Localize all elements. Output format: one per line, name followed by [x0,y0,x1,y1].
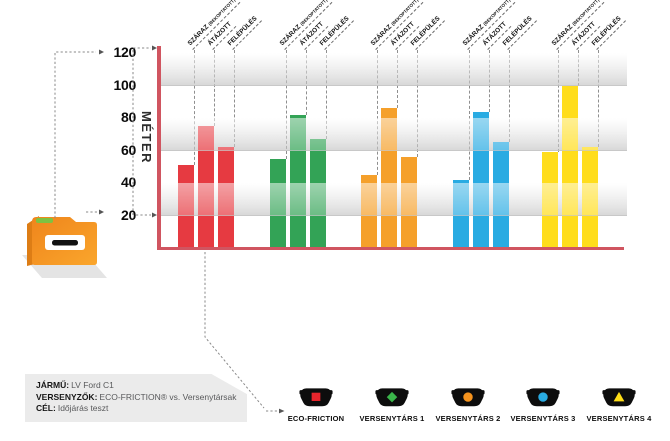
bar [217,147,234,248]
info-label: JÁRMŰ: [36,380,70,390]
label-drop-line [377,50,378,175]
label-drop-line [577,50,579,86]
x-axis-line [157,247,624,250]
bar [561,85,578,248]
label-drop-line [597,50,599,148]
label-drop-line [233,50,235,148]
y-tick-label: 80 [121,109,136,125]
label-drop-line [469,50,470,180]
label-drop-line [508,50,510,143]
car-marker-icon [299,387,333,413]
bar [309,139,326,248]
bar [400,157,417,248]
legend-entry: VERSENYTÁRS 2 [423,387,513,423]
info-value: ECO-FRICTION® vs. Versenytársak [99,391,237,402]
y-axis-title: MÉTER [139,111,154,164]
info-box: JÁRMŰ: LV Ford C1 VERSENYZŐK: ECO-FRICTION®… [25,374,247,422]
car-marker-icon [602,387,636,413]
bar [492,142,509,248]
label-drop-line [488,50,490,112]
y-tick-label: 40 [121,174,136,190]
label-drop-line [325,50,327,140]
label-drop-line [416,50,418,157]
legend-label: VERSENYTÁRS 4 [586,414,652,423]
y-axis-line [157,46,161,250]
label-drop-line [213,50,215,127]
y-tick-label: 120 [113,44,137,60]
bar [542,152,558,248]
info-row: CÉL: Időjárás teszt [36,403,247,415]
bar [581,147,598,248]
legend-entry: VERSENYTÁRS 1 [347,387,437,423]
car-marker-icon [375,387,409,413]
bar [453,179,469,248]
bar [472,111,489,248]
bar [270,158,286,248]
minus-bar-icon [52,240,78,246]
legend-label: ECO-FRICTION [287,414,345,423]
label-drop-line [305,50,307,115]
info-label: VERSENYZŐK: [36,391,98,402]
bar [289,114,306,248]
legend-entry: VERSENYTÁRS 4 [574,387,664,423]
legend-label: VERSENYTÁRS 3 [510,414,576,423]
label-drop-line [194,50,195,166]
info-row: VERSENYZŐK: ECO-FRICTION® vs. Versenytárs… [36,392,247,404]
car-marker-icon [526,387,560,413]
bar [361,174,377,248]
legend-label: VERSENYTÁRS 1 [359,414,425,423]
y-tick-label: 100 [113,76,137,93]
car-marker-icon [451,387,485,413]
y-tick-label: 20 [121,206,136,223]
legend-entry: VERSENYTÁRS 3 [498,387,588,423]
info-value: Időjárás teszt [57,403,109,413]
info-row: JÁRMŰ: LV Ford C1 [36,380,247,392]
info-label: CÉL: [36,403,56,413]
bar [380,108,397,248]
folder-icon [22,216,107,278]
label-drop-line [396,50,398,109]
legend-label: VERSENYTÁRS 2 [435,414,501,423]
label-drop-line [558,50,559,153]
label-drop-line [286,50,287,159]
folder-green-tab [36,218,53,223]
legend-entry: ECO-FRICTION [271,387,361,423]
y-tick-label: 60 [121,141,136,158]
bar [197,126,214,248]
bar [178,165,194,248]
info-value: LV Ford C1 [71,380,114,390]
